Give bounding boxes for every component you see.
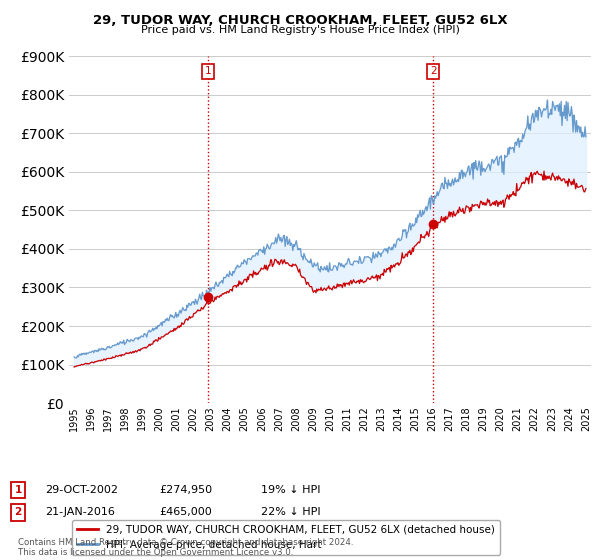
Text: Price paid vs. HM Land Registry's House Price Index (HPI): Price paid vs. HM Land Registry's House … <box>140 25 460 35</box>
Text: 1: 1 <box>205 67 211 76</box>
Text: Contains HM Land Registry data © Crown copyright and database right 2024.
This d: Contains HM Land Registry data © Crown c… <box>18 538 353 557</box>
Text: £274,950: £274,950 <box>159 485 212 495</box>
Text: 2: 2 <box>430 67 437 76</box>
Text: 19% ↓ HPI: 19% ↓ HPI <box>261 485 320 495</box>
Text: 29, TUDOR WAY, CHURCH CROOKHAM, FLEET, GU52 6LX: 29, TUDOR WAY, CHURCH CROOKHAM, FLEET, G… <box>92 14 508 27</box>
Text: 2: 2 <box>14 507 22 517</box>
Text: 1: 1 <box>14 485 22 495</box>
Text: 22% ↓ HPI: 22% ↓ HPI <box>261 507 320 517</box>
Text: 21-JAN-2016: 21-JAN-2016 <box>45 507 115 517</box>
Text: 29-OCT-2002: 29-OCT-2002 <box>45 485 118 495</box>
Legend: 29, TUDOR WAY, CHURCH CROOKHAM, FLEET, GU52 6LX (detached house), HPI: Average p: 29, TUDOR WAY, CHURCH CROOKHAM, FLEET, G… <box>71 520 500 555</box>
Text: £465,000: £465,000 <box>159 507 212 517</box>
